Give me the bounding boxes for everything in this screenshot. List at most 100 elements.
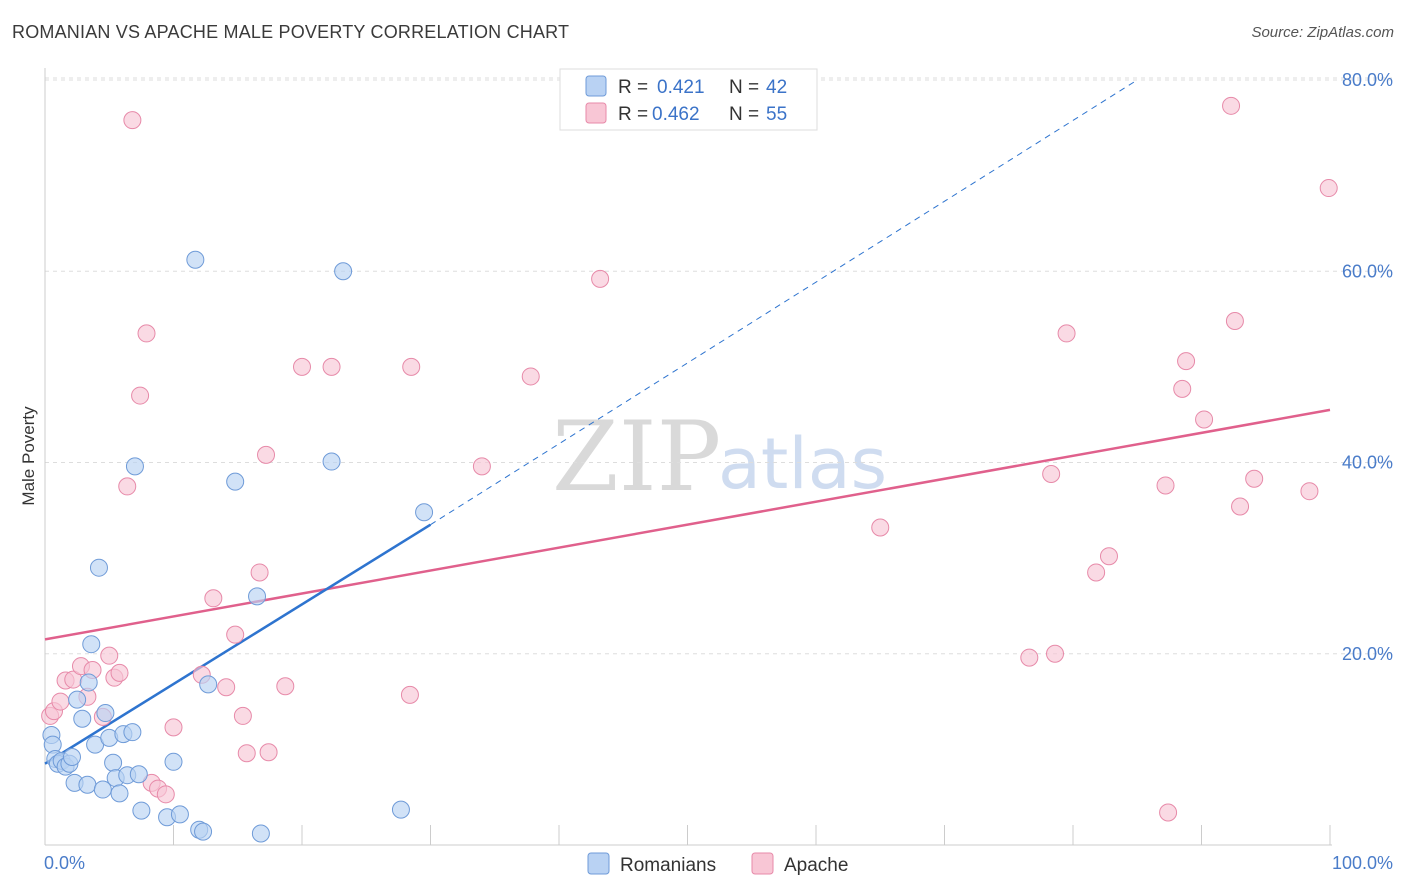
legend-romanians-n-value: 42 xyxy=(766,77,787,98)
y-tick-label-0: 20.0% xyxy=(1342,644,1393,664)
apache-point-41 xyxy=(1057,324,1076,343)
y-tick-label-2: 60.0% xyxy=(1342,261,1393,281)
watermark: ZIP atlas xyxy=(552,401,887,513)
legend-bottom-apache-label: Apache xyxy=(784,855,848,876)
romanians-point-33 xyxy=(194,822,213,841)
romanians-point-9 xyxy=(68,690,87,709)
legend-apache-swatch xyxy=(585,102,607,124)
romanians-point-34 xyxy=(199,675,218,694)
romanians-trend-line xyxy=(44,523,432,765)
data-points xyxy=(41,96,1338,843)
romanians-point-11 xyxy=(78,775,97,794)
y-tick-label-1: 40.0% xyxy=(1342,453,1393,473)
apache-point-33 xyxy=(402,357,421,376)
romanians-point-10 xyxy=(73,709,92,728)
romanians-point-35 xyxy=(226,472,245,491)
apache-point-21 xyxy=(204,589,223,608)
apache-point-47 xyxy=(1177,352,1196,371)
romanians-point-37 xyxy=(251,824,270,843)
apache-point-26 xyxy=(250,563,269,582)
apache-point-51 xyxy=(1231,497,1250,516)
apache-point-34 xyxy=(472,457,491,476)
apache-point-22 xyxy=(217,678,236,697)
watermark-zip: ZIP xyxy=(552,401,721,513)
romanians-point-16 xyxy=(93,780,112,799)
apache-point-35 xyxy=(521,367,540,386)
apache-point-23 xyxy=(226,625,245,644)
apache-point-27 xyxy=(257,445,276,464)
romanians-point-41 xyxy=(415,503,434,522)
apache-point-31 xyxy=(322,357,341,376)
romanians-point-19 xyxy=(104,753,123,772)
apache-point-11 xyxy=(110,663,129,682)
legend-apache-n-label: N = xyxy=(729,104,759,125)
romanians-point-38 xyxy=(322,452,341,471)
legend-bottom-apache-swatch xyxy=(751,852,774,875)
apache-point-45 xyxy=(1159,803,1178,822)
legend-bottom: Romanians Apache xyxy=(587,852,848,876)
apache-point-29 xyxy=(276,677,295,696)
romanians-point-29 xyxy=(164,752,183,771)
romanians-point-25 xyxy=(125,457,144,476)
x-tick-label-1: 100.0% xyxy=(1332,853,1393,873)
romanians-point-21 xyxy=(110,784,129,803)
legend-bottom-romanians-label: Romanians xyxy=(620,855,716,876)
apache-point-54 xyxy=(1319,179,1338,198)
romanians-point-30 xyxy=(170,805,189,824)
apache-point-42 xyxy=(1087,563,1106,582)
legend-bottom-romanians-swatch xyxy=(587,852,610,875)
romanians-point-12 xyxy=(79,673,98,692)
apache-point-49 xyxy=(1222,96,1241,115)
apache-point-36 xyxy=(591,269,610,288)
apache-point-14 xyxy=(131,386,150,405)
apache-point-39 xyxy=(1042,464,1061,483)
romanians-point-27 xyxy=(132,801,151,820)
apache-point-40 xyxy=(1046,644,1065,663)
apache-point-38 xyxy=(1020,648,1039,667)
apache-point-18 xyxy=(156,785,175,804)
romanians-point-36 xyxy=(248,587,267,606)
legend-romanians-r-value: 0.421 xyxy=(657,77,705,98)
apache-point-24 xyxy=(233,706,252,725)
romanians-point-40 xyxy=(391,800,410,819)
romanians-point-31 xyxy=(186,250,205,269)
apache-point-25 xyxy=(237,744,256,763)
watermark-atlas: atlas xyxy=(718,423,887,505)
romanians-point-7 xyxy=(62,748,81,767)
legend-top: R = 0.421 N = 42 R = 0.462 N = 55 xyxy=(559,68,818,131)
source-label: Source: ZipAtlas.com xyxy=(1251,24,1394,41)
apache-point-48 xyxy=(1195,410,1214,429)
y-axis-label: Male Poverty xyxy=(19,406,38,506)
apache-point-12 xyxy=(118,477,137,496)
apache-point-2 xyxy=(51,692,70,711)
legend-apache-r-value: 0.462 xyxy=(652,104,700,125)
y-tick-label-3: 80.0% xyxy=(1342,70,1393,90)
apache-point-30 xyxy=(293,357,311,376)
romanians-point-15 xyxy=(89,558,108,577)
apache-point-19 xyxy=(164,718,183,737)
apache-point-53 xyxy=(1300,482,1319,501)
apache-point-44 xyxy=(1156,476,1175,495)
romanians-point-24 xyxy=(123,723,142,742)
apache-point-46 xyxy=(1173,379,1192,398)
apache-point-9 xyxy=(100,646,119,665)
legend-romanians-swatch xyxy=(585,75,607,97)
apache-point-52 xyxy=(1245,469,1264,488)
legend-apache-n-value: 55 xyxy=(766,104,787,125)
romanians-point-26 xyxy=(129,765,148,784)
legend-apache-r-label: R = xyxy=(618,104,648,125)
legend-romanians-n-label: N = xyxy=(729,77,759,98)
romanians-point-13 xyxy=(82,635,101,654)
apache-point-50 xyxy=(1225,311,1244,330)
apache-point-15 xyxy=(137,324,156,343)
tick-labels: 20.0% 40.0% 60.0% 80.0% 0.0% 100.0% xyxy=(44,70,1393,873)
legend-romanians-r-label: R = xyxy=(618,77,648,98)
apache-point-37 xyxy=(871,518,890,537)
apache-point-13 xyxy=(123,111,142,130)
romanians-point-17 xyxy=(96,704,115,723)
apache-point-43 xyxy=(1099,547,1118,566)
x-tick-label-0: 0.0% xyxy=(44,853,85,873)
romanians-trend-extension xyxy=(430,79,1138,526)
apache-point-28 xyxy=(259,743,278,762)
